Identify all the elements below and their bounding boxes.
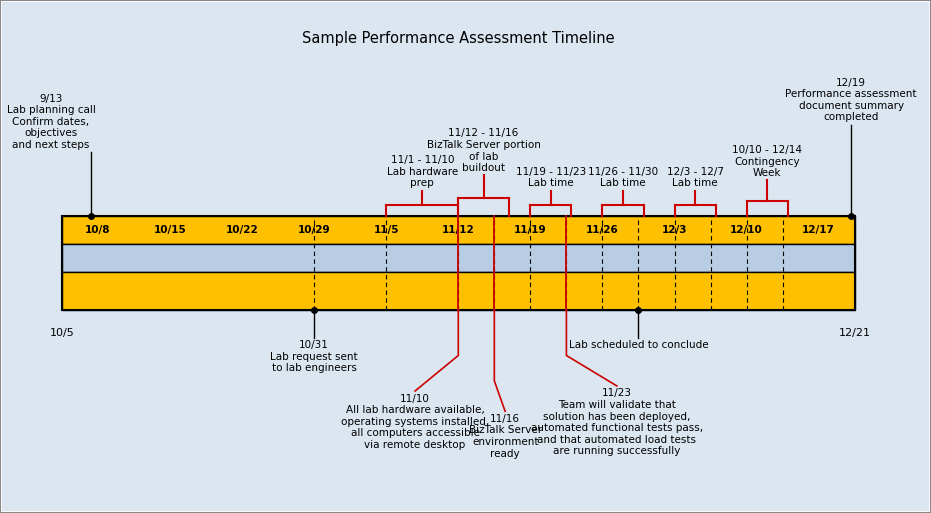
Text: 11/12 - 11/16
BizTalk Server portion
of lab
buildout: 11/12 - 11/16 BizTalk Server portion of … — [426, 128, 541, 173]
Text: 11/19 - 11/23
Lab time: 11/19 - 11/23 Lab time — [516, 167, 586, 188]
Text: 11/1 - 11/10
Lab hardware
prep: 11/1 - 11/10 Lab hardware prep — [386, 155, 458, 188]
Text: 10/5: 10/5 — [49, 328, 74, 338]
Text: 10/10 - 12/14
Contingency
Week: 10/10 - 12/14 Contingency Week — [732, 145, 803, 179]
Text: 11/19: 11/19 — [514, 225, 546, 235]
Text: 11/12: 11/12 — [442, 225, 475, 235]
Text: Sample Performance Assessment Timeline: Sample Performance Assessment Timeline — [302, 31, 614, 46]
Text: 12/3 - 12/7
Lab time: 12/3 - 12/7 Lab time — [667, 167, 723, 188]
Text: 12/17: 12/17 — [803, 225, 835, 235]
Text: 12/19
Performance assessment
document summary
completed: 12/19 Performance assessment document su… — [786, 77, 917, 123]
Text: 11/16
BizTalk Server
environment
ready: 11/16 BizTalk Server environment ready — [468, 414, 542, 459]
Text: 10/22: 10/22 — [225, 225, 259, 235]
Bar — [61, 216, 855, 310]
Text: Lab scheduled to conclude: Lab scheduled to conclude — [569, 340, 708, 350]
Text: 11/10
All lab hardware available,
operating systems installed,
all computers acc: 11/10 All lab hardware available, operat… — [341, 393, 489, 450]
Text: 9/13
Lab planning call
Confirm dates,
objectives
and next steps: 9/13 Lab planning call Confirm dates, ob… — [7, 93, 96, 150]
Text: 11/26: 11/26 — [587, 225, 619, 235]
Text: 12/3: 12/3 — [662, 225, 687, 235]
Text: 11/23
Team will validate that
solution has been deployed,
automated functional t: 11/23 Team will validate that solution h… — [531, 388, 703, 457]
Bar — [61, 216, 855, 244]
Text: 12/10: 12/10 — [730, 225, 763, 235]
Text: 11/5: 11/5 — [373, 225, 399, 235]
Text: 11/26 - 11/30
Lab time: 11/26 - 11/30 Lab time — [588, 167, 658, 188]
Text: 10/29: 10/29 — [298, 225, 331, 235]
Text: 10/15: 10/15 — [154, 225, 186, 235]
Bar — [61, 244, 855, 272]
Text: 10/31
Lab request sent
to lab engineers: 10/31 Lab request sent to lab engineers — [270, 340, 358, 373]
Text: 12/21: 12/21 — [839, 328, 870, 338]
Text: 10/8: 10/8 — [85, 225, 111, 235]
Bar — [61, 272, 855, 310]
